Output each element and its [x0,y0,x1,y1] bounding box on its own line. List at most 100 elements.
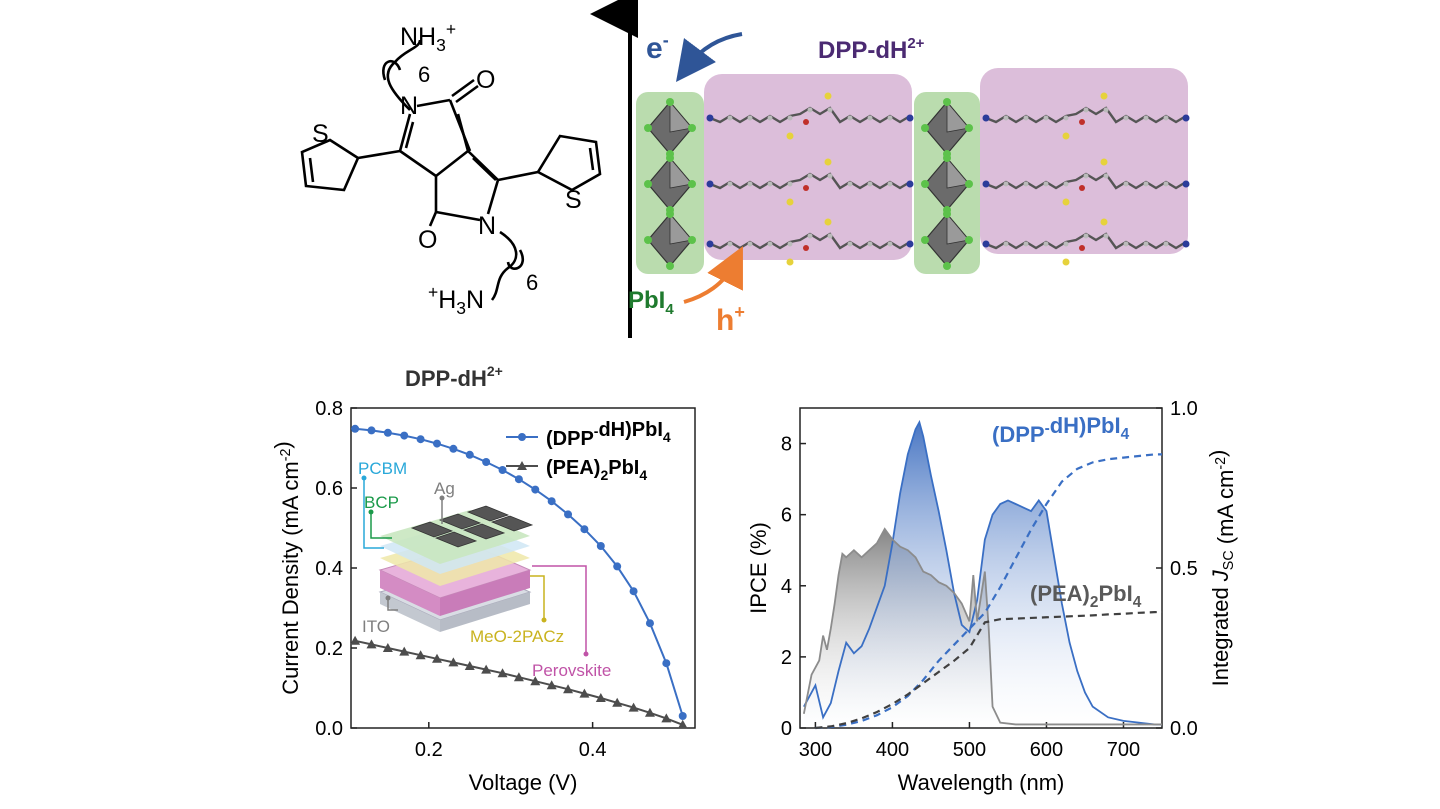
jv-point [563,684,574,694]
ipce-x-tick-label: 600 [1030,739,1063,761]
jv-point [579,688,590,698]
jv-x-tick-label: 0.4 [579,739,607,761]
organic-layer-1 [704,74,912,260]
organic-chain [706,158,914,206]
jv-point [366,639,377,649]
molecule-labels: NH3+ 6 N O S S O N 6 +H3N [312,19,582,318]
jv-y-tick-label: 0.6 [315,478,343,500]
ipce-annotation-pea: (PEA)2PbI4 [1030,581,1142,611]
pbi-octahedron [921,98,973,158]
jv-point [448,657,459,667]
jv-point [661,713,672,723]
nh3-top-label: NH3+ [400,19,456,55]
organic-layer-2 [980,68,1188,254]
ipce-x-axis-label: Wavelength (nm) [898,770,1065,795]
chain-count-top: 6 [418,62,430,87]
jv-legend-dpp: (DPP-dH)PbI4 [546,419,671,450]
ipce-series-2 [815,453,1162,730]
jv-point [530,676,541,686]
organic-chain [706,92,914,140]
jv-point [399,646,410,656]
jv-point [580,525,589,534]
organic-chain [706,218,914,266]
organic-chains [706,92,1190,266]
jv-point [367,426,376,435]
o-top-label: O [476,66,495,94]
electron-transfer-arrow [675,32,743,82]
jv-point [514,475,523,484]
jv-point [678,712,687,720]
ipce-y2-tick-label: 1.0 [1170,398,1198,420]
ipce-x-tick-label: 300 [799,739,832,761]
jv-point [498,466,507,474]
jv-point [564,510,573,519]
ag-electrodes [410,505,534,548]
jv-x-axis-label: Voltage (V) [469,770,578,795]
jv-series-1 [350,635,688,729]
o-bottom-label: O [418,226,437,254]
jv-y-tick-label: 0.8 [315,398,343,420]
jv-x-tick-label: 0.2 [415,739,443,761]
jv-point [433,439,441,448]
ipce-area-fill [803,422,1162,728]
pbi-octahedron [921,154,973,214]
ag-pad [438,513,482,530]
ipce-annotation-dpp: (DPP-dH)PbI4 [992,413,1130,447]
jv-legend-pea: (PEA)2PbI4 [546,457,647,483]
electron-label: e- [646,30,669,65]
h3n-bottom-label: +H3N [428,282,484,318]
device-stack-inset: PCBM BCP Ag ITO MeO-2PACz Perovskite [358,459,611,680]
jv-header: DPP-dH2+ [405,363,503,391]
ipce-right-axis-label: Integrated JSC (mA cm-2) [1205,450,1238,687]
ito-label: ITO [362,617,390,636]
jv-point [482,458,491,466]
jv-point [612,697,623,707]
ag-label: Ag [434,479,455,498]
jv-point [464,661,475,670]
ipce-y-axis-label: IPCE (%) [746,522,771,614]
ag-pad [490,515,534,532]
jv-point [497,668,508,678]
jv-point [613,562,622,571]
ag-pad [462,523,506,540]
n-bottom-label: N [478,212,496,240]
ipce-y-tick-label: 8 [781,434,792,456]
jv-point [382,643,393,652]
ipce-series-0 [803,419,1162,726]
jv-point [513,672,524,682]
ag-pad [466,505,510,522]
jv-point [432,653,442,663]
pbi-label: PbI4 [628,287,674,318]
s-left-label: S [312,120,329,148]
pcbm-label: PCBM [358,459,407,478]
jv-y-tick-label: 0.2 [315,638,343,660]
ipce-y-tick-label: 0 [781,718,792,740]
jv-point [400,431,409,440]
ag-pad [434,531,478,548]
jv-point [629,587,638,596]
ipce-x-tick-label: 700 [1107,739,1140,761]
jv-point [645,619,654,628]
jv-point [595,693,606,702]
ipce-y-tick-label: 6 [781,505,792,527]
jv-point [546,680,557,690]
jv-chart: DPP-dH2+ 0.2 0.4 0.0 0.2 0.4 0.6 0.8 (DPP-dH)P… [270,363,696,795]
jv-point [662,659,671,668]
jv-point [351,424,360,433]
pbi-octahedra [644,98,973,270]
jv-series-0 [351,424,687,720]
ipce-y-tick-label: 4 [781,576,792,598]
perovskite-label: Perovskite [532,661,611,680]
organic-chain [982,158,1190,206]
meo-label: MeO-2PACz [470,627,564,646]
jv-y-axis-label: Current Density (mA cm-2) [270,441,303,695]
ipce-series-1 [802,527,1162,726]
jv-y-tick-label: 0.0 [315,718,343,740]
hole-label: h+ [716,302,745,337]
organic-chain [982,92,1190,140]
dpp-molecule-structure [300,39,602,301]
jv-point [350,635,361,645]
jv-point [449,444,458,453]
jv-point [416,435,425,444]
ipce-x-tick-label: 400 [876,739,909,761]
